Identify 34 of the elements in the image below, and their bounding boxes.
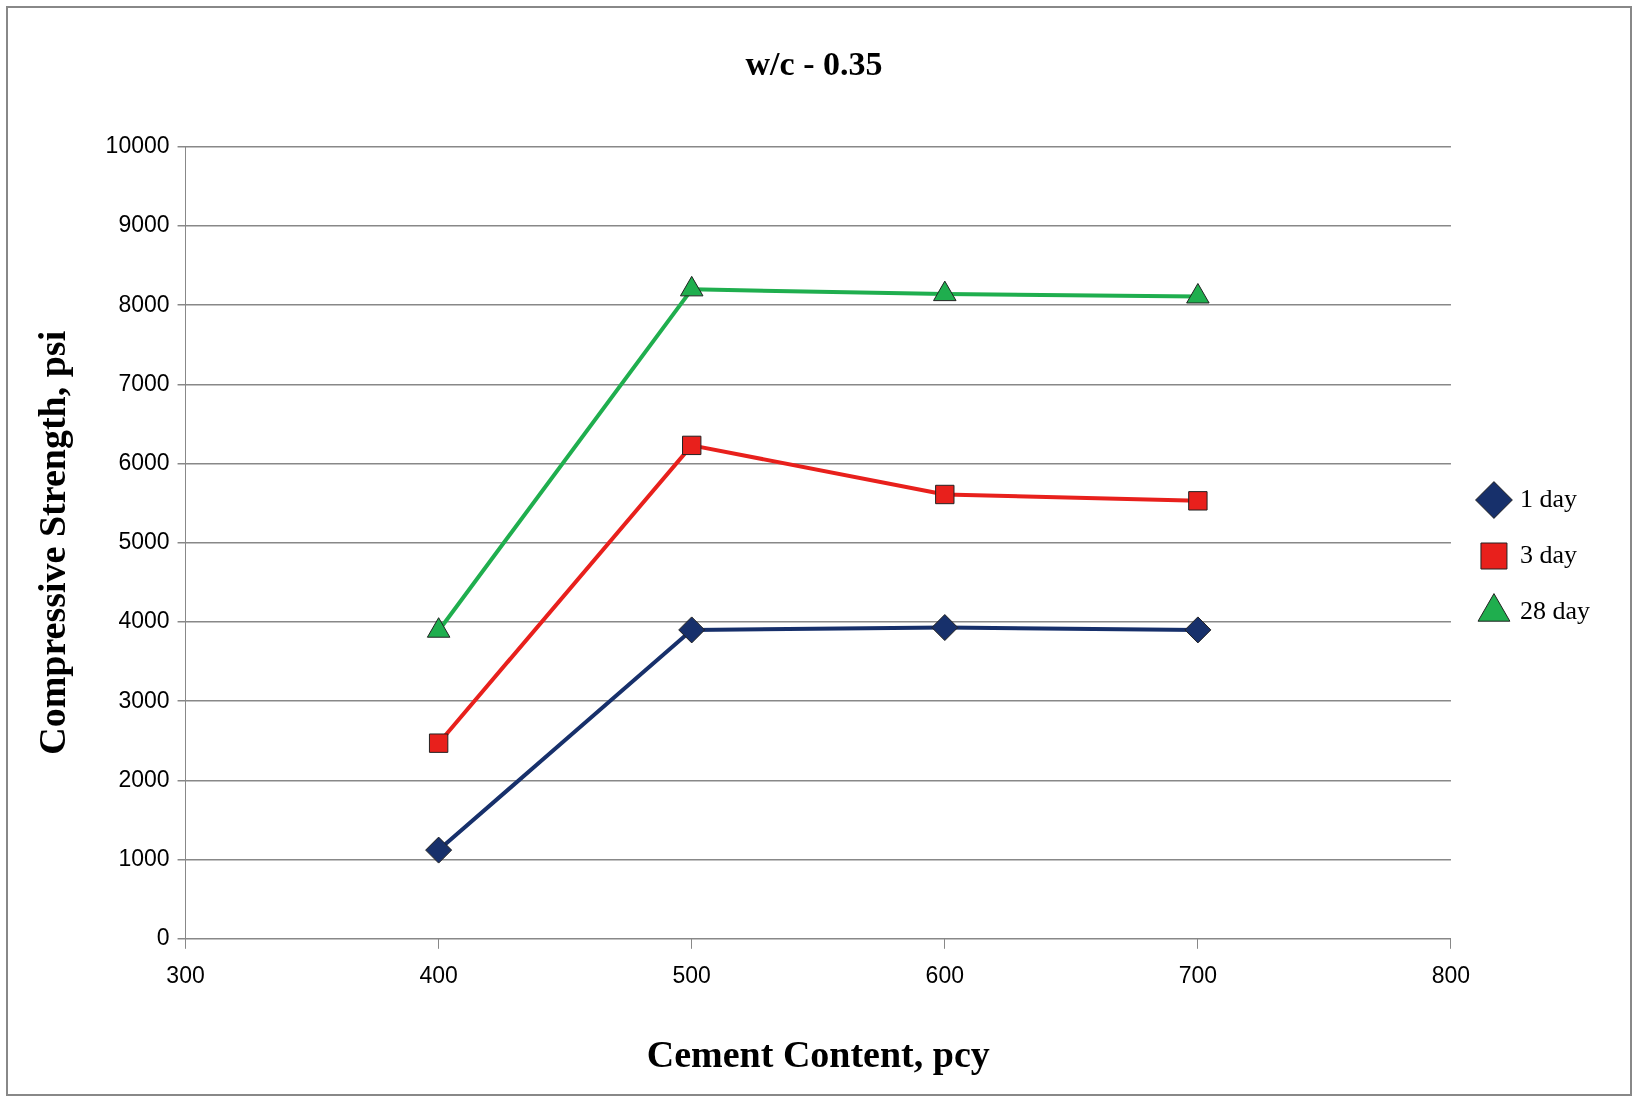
point (428, 733, 449, 753)
y-axis-title: Compressive Strength, psi (30, 330, 73, 755)
legend-label: 28 day (1519, 595, 1591, 625)
point (1186, 282, 1210, 304)
x-tick-label: 400 (419, 961, 458, 988)
x-axis-title: Cement Content, pcy (646, 1033, 990, 1076)
y-tick-label: 8000 (118, 290, 170, 317)
point (931, 614, 959, 642)
point (935, 484, 955, 505)
y-tick-label: 3000 (118, 686, 170, 713)
y-tick-label: 9000 (118, 211, 170, 238)
point (1188, 491, 1208, 511)
x-tick-label: 500 (672, 961, 711, 988)
legend-label: 1 day (1519, 483, 1578, 513)
point (679, 275, 704, 297)
point (678, 616, 706, 644)
legend-label: 3 day (1519, 539, 1578, 569)
x-tick-label: 800 (1431, 961, 1471, 988)
point (425, 836, 453, 864)
point (1184, 616, 1212, 644)
point (933, 280, 957, 302)
x-tick-label: 700 (1178, 961, 1218, 988)
point (682, 435, 702, 456)
x-tick-label: 600 (925, 961, 964, 988)
y-tick-label: 1000 (118, 844, 170, 871)
y-tick-label: 4000 (118, 607, 170, 634)
y-tick-label: 2000 (118, 765, 170, 792)
y-tick-label: 10000 (105, 132, 170, 159)
y-tick-label: 0 (156, 924, 170, 951)
chart-title: w/c - 0.35 (745, 45, 883, 83)
x-tick-label: 300 (166, 961, 205, 988)
y-tick-label: 6000 (118, 448, 170, 475)
y-tick-label: 5000 (118, 528, 170, 555)
y-tick-label: 7000 (118, 369, 170, 396)
